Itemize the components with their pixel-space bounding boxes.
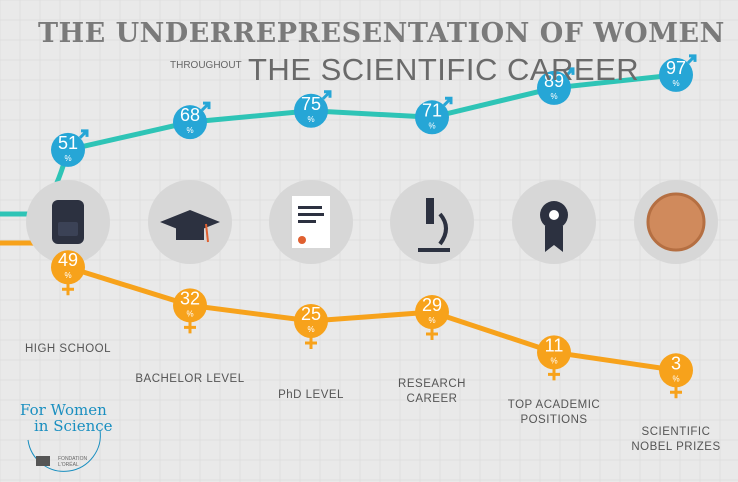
value-label: 49	[58, 250, 78, 270]
male-arrow	[80, 131, 87, 138]
nobel-medal-icon	[648, 194, 704, 250]
value-label: 68	[180, 105, 200, 125]
value-unit: %	[307, 115, 314, 124]
diploma-text	[298, 206, 322, 209]
value-unit: %	[672, 374, 679, 383]
value-label: 71	[422, 100, 442, 120]
stage-icons	[26, 180, 718, 264]
male-arrow	[688, 56, 695, 63]
female-cross	[62, 283, 74, 295]
diploma-text	[298, 220, 316, 223]
title: THE UNDERREPRESENTATION OF WOMEN	[38, 18, 725, 49]
cap-base	[176, 228, 204, 240]
category-label: TOP ACADEMIC POSITIONS	[494, 398, 614, 428]
value-unit: %	[672, 79, 679, 88]
value-label: 32	[180, 288, 200, 308]
category-label: SCIENTIFIC NOBEL PRIZES	[626, 425, 726, 455]
value-label: 75	[301, 94, 321, 114]
logo-line: in Science	[20, 418, 115, 434]
subtitle: THE SCIENTIFIC CAREER	[248, 52, 639, 88]
infographic: 51%68%75%71%89%97%49%32%25%29%11%3% THE …	[0, 0, 738, 482]
value-unit: %	[64, 154, 71, 163]
subtitle-prefix: THROUGHOUT	[170, 60, 242, 71]
female-cross	[305, 337, 317, 349]
value-unit: %	[428, 121, 435, 130]
category-label: PhD LEVEL	[251, 388, 371, 403]
value-label: 29	[422, 295, 442, 315]
female-cross	[184, 321, 196, 333]
backpack-pocket	[58, 222, 78, 236]
logo-line: For Women	[20, 402, 115, 418]
male-arrow	[444, 98, 451, 105]
value-label: 97	[666, 58, 686, 78]
diploma-text	[298, 213, 324, 216]
value-label: 11	[545, 335, 564, 355]
value-label: 3	[671, 353, 681, 373]
category-label: BACHELOR LEVEL	[130, 372, 250, 387]
male-arrow	[323, 92, 330, 99]
female-cross	[426, 328, 438, 340]
diploma-seal	[298, 236, 306, 244]
microscope-icon	[426, 198, 434, 224]
value-unit: %	[550, 92, 557, 101]
value-label: 51	[58, 133, 78, 153]
value-unit: %	[186, 309, 193, 318]
value-unit: %	[64, 271, 71, 280]
value-unit: %	[307, 325, 314, 334]
category-label: HIGH SCHOOL	[8, 342, 128, 357]
male-arrow	[202, 103, 209, 110]
category-label: RESEARCH CAREER	[387, 377, 477, 407]
value-unit: %	[428, 316, 435, 325]
medal-star	[549, 210, 559, 220]
series-line	[68, 267, 676, 370]
value-label: 25	[301, 304, 321, 324]
value-unit: %	[186, 126, 193, 135]
female-cross	[548, 368, 560, 380]
unesco-icon	[36, 456, 50, 466]
value-unit: %	[550, 356, 557, 365]
foundation: FONDATION L'ORÉAL	[58, 456, 108, 468]
